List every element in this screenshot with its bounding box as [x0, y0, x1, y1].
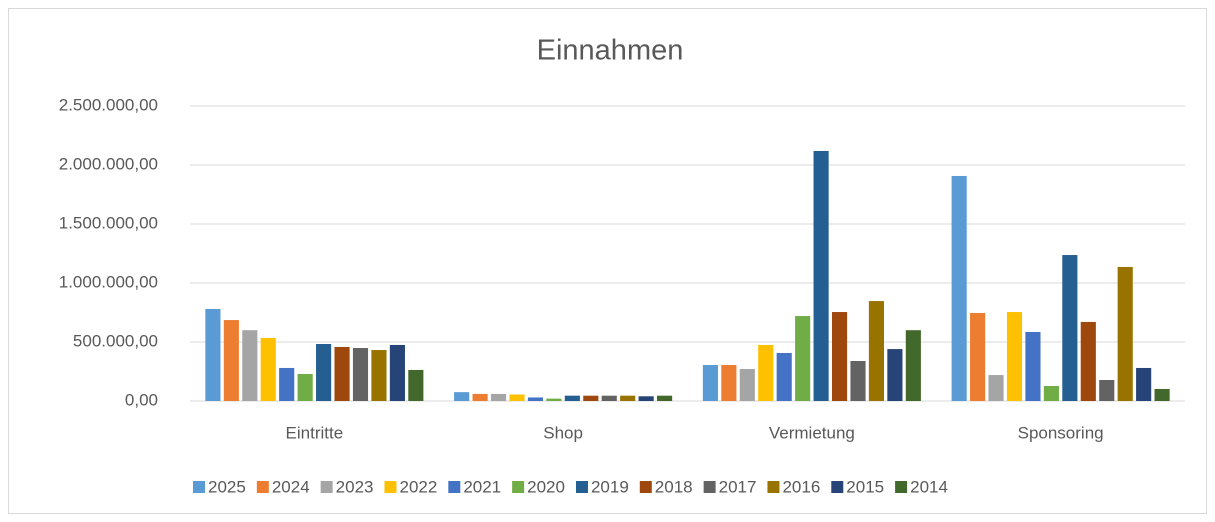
legend-label: 2025	[208, 477, 246, 496]
bar	[472, 393, 488, 401]
x-tick-label: Sponsoring	[1018, 423, 1104, 442]
x-tick-label: Vermietung	[769, 423, 855, 442]
bar	[776, 352, 792, 401]
bar	[389, 344, 405, 401]
bar	[988, 375, 1004, 401]
bar	[657, 395, 673, 401]
legend-swatch	[703, 481, 716, 493]
bar	[702, 365, 718, 401]
legend-swatch	[895, 481, 908, 493]
legend-label: 2020	[527, 477, 565, 496]
bar	[1043, 386, 1059, 401]
bar	[868, 301, 885, 401]
bar	[334, 346, 350, 401]
bar	[260, 337, 276, 401]
bar	[831, 312, 848, 401]
x-tick-label: Shop	[543, 423, 583, 442]
legend-swatch	[384, 481, 397, 493]
bar	[601, 395, 617, 401]
bar	[223, 320, 239, 401]
legend-swatch	[320, 481, 333, 493]
bar	[1080, 321, 1096, 401]
bar	[454, 392, 470, 401]
bar	[316, 344, 332, 401]
legend-label: 2018	[655, 477, 693, 496]
bar	[509, 394, 525, 401]
bar	[758, 344, 774, 401]
y-tick-label: 0,00	[125, 390, 158, 409]
legend-label: 2015	[846, 477, 884, 496]
legend-swatch	[193, 481, 205, 493]
legend-label: 2021	[463, 477, 501, 496]
chart-border	[8, 8, 1207, 514]
bar	[813, 150, 829, 401]
bar	[564, 395, 580, 401]
bar	[795, 316, 811, 401]
legend-label: 2017	[719, 477, 757, 496]
bar	[279, 367, 295, 401]
legend-label: 2022	[399, 477, 437, 496]
legend-label: 2016	[782, 477, 820, 496]
bar	[970, 312, 986, 401]
bar	[905, 330, 921, 401]
bar	[951, 175, 967, 401]
bar	[297, 373, 313, 401]
legend-swatch	[512, 481, 525, 493]
bar	[1025, 331, 1041, 401]
bar	[887, 349, 903, 401]
legend-swatch	[256, 481, 269, 493]
bar	[638, 396, 654, 401]
bar	[371, 350, 387, 401]
legend-label: 2024	[272, 477, 310, 496]
legend-swatch	[448, 481, 461, 493]
bar	[739, 369, 755, 401]
bar	[546, 398, 562, 401]
bar	[205, 308, 221, 401]
y-tick-label: 500.000,00	[73, 331, 158, 350]
y-tick-label: 1.500.000,00	[59, 213, 158, 232]
legend-swatch	[831, 481, 844, 493]
bar	[1006, 312, 1023, 401]
bar	[620, 395, 636, 401]
bar	[242, 330, 258, 401]
bar	[1062, 255, 1078, 401]
bar	[1136, 367, 1152, 401]
legend-swatch	[639, 481, 652, 493]
y-tick-label: 2.000.000,00	[59, 154, 158, 173]
legend-label: 2019	[591, 477, 629, 496]
bar	[1099, 379, 1115, 401]
legend-swatch	[767, 481, 780, 493]
bar	[850, 360, 866, 401]
bar	[721, 365, 737, 401]
bar	[583, 395, 599, 401]
y-tick-label: 2.500.000,00	[59, 95, 158, 114]
chart-title: Einnahmen	[537, 35, 684, 67]
bar	[408, 369, 424, 401]
bar	[1117, 266, 1133, 401]
x-tick-label: Eintritte	[286, 423, 344, 442]
bar	[527, 397, 544, 401]
bar	[490, 393, 507, 401]
bar	[1154, 388, 1170, 401]
y-tick-label: 1.000.000,00	[59, 272, 158, 291]
bar	[352, 348, 369, 401]
legend-swatch	[575, 481, 588, 493]
legend-label: 2023	[336, 477, 374, 496]
legend-label: 2014	[910, 477, 948, 496]
